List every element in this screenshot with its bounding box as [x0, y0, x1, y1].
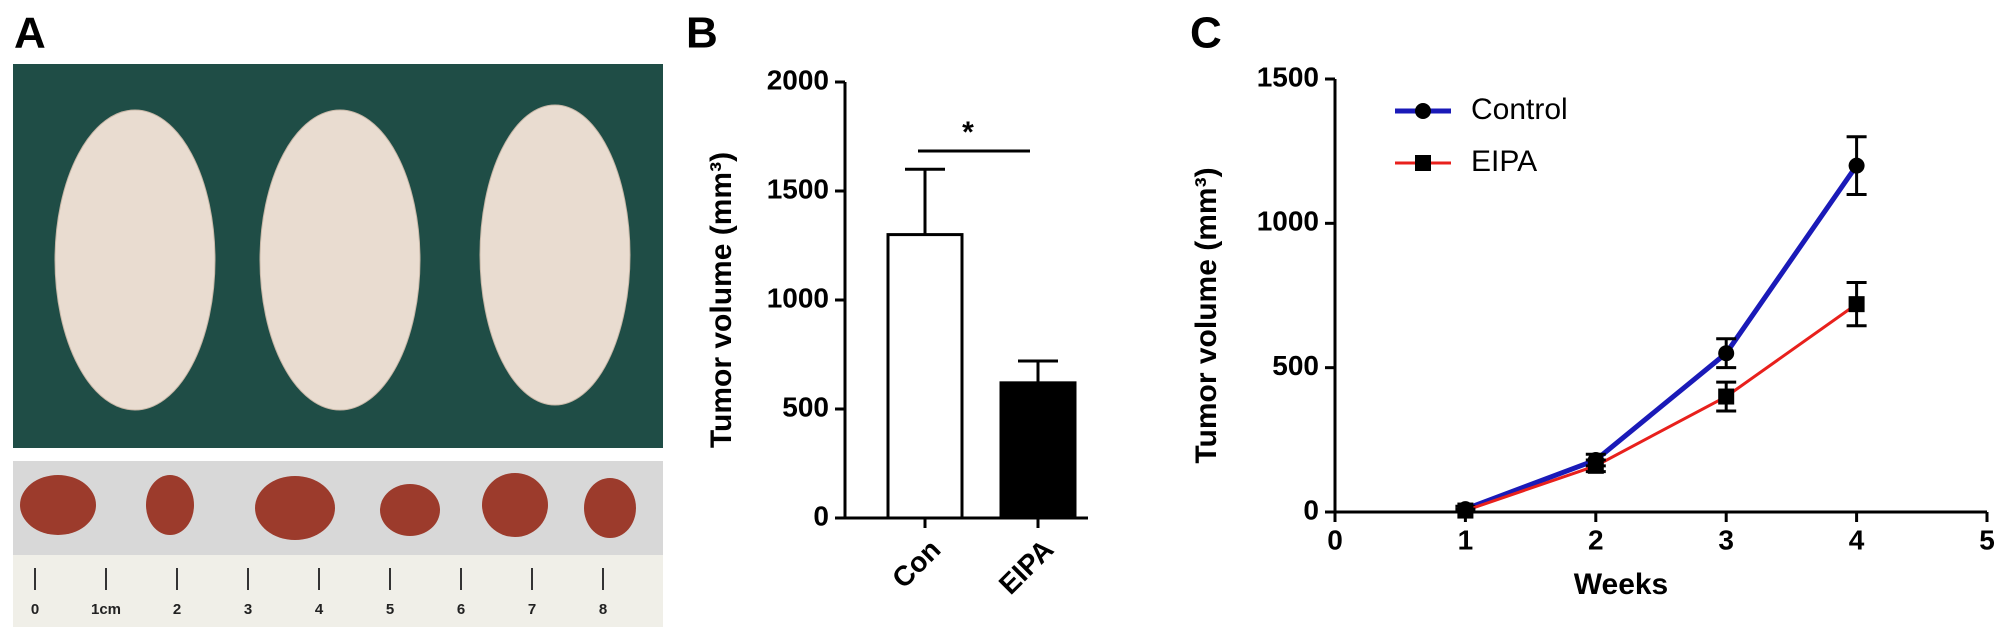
ruler-label: 5	[386, 601, 394, 618]
legend-label: Control	[1471, 93, 1568, 126]
ruler-label: 7	[528, 601, 536, 618]
y-axis-label: Tumor volume (mm³)	[1190, 167, 1223, 463]
point	[1848, 296, 1865, 313]
point	[1457, 502, 1474, 519]
point	[1848, 157, 1865, 174]
y-tick-label: 2000	[767, 64, 829, 95]
ruler-label: 2	[173, 601, 181, 618]
x-axis-label: Weeks	[1574, 568, 1669, 601]
y-tick-label: 1500	[767, 173, 829, 204]
ruler-label: 0	[31, 601, 39, 618]
y-tick-label: 500	[782, 391, 829, 422]
y-tick-label: 0	[813, 500, 829, 531]
bar	[886, 233, 964, 520]
panel-label: C	[1190, 9, 1222, 58]
x-tick-label: 2	[1588, 524, 1604, 555]
legend-marker	[1415, 155, 1431, 171]
tumor-photo	[13, 461, 663, 627]
panel-label: B	[686, 9, 718, 58]
x-tick-label: 4	[1849, 524, 1865, 555]
annotation: *	[962, 116, 974, 149]
point	[1587, 457, 1604, 474]
ruler-label: 4	[315, 601, 324, 618]
bar	[999, 381, 1077, 520]
ruler-label: 6	[457, 601, 465, 618]
point	[1718, 345, 1735, 362]
y-tick-label: 1000	[767, 282, 829, 313]
x-tick-label: 1	[1458, 524, 1474, 555]
x-tick-label: 3	[1718, 524, 1734, 555]
y-tick-label: 500	[1272, 350, 1319, 381]
ruler-label: 1cm	[91, 601, 121, 618]
x-tick-label: Con	[886, 534, 946, 594]
legend-marker	[1415, 103, 1431, 119]
line	[1464, 302, 1858, 512]
x-tick-label: 0	[1327, 524, 1343, 555]
ruler-label: 3	[244, 601, 252, 618]
line	[1464, 164, 1859, 512]
y-axis-label: Tumor volume (mm³)	[705, 152, 738, 448]
legend-label: EIPA	[1471, 145, 1537, 178]
x-tick-label: EIPA	[993, 534, 1060, 601]
panel-label: A	[14, 9, 46, 58]
mouse-photo	[13, 64, 663, 448]
y-tick-label: 1000	[1257, 206, 1319, 237]
ruler-label: 8	[599, 601, 607, 618]
y-tick-label: 1500	[1257, 61, 1319, 92]
y-tick-label: 0	[1303, 494, 1319, 525]
point	[1718, 388, 1735, 405]
x-tick-label: 5	[1979, 524, 1995, 555]
